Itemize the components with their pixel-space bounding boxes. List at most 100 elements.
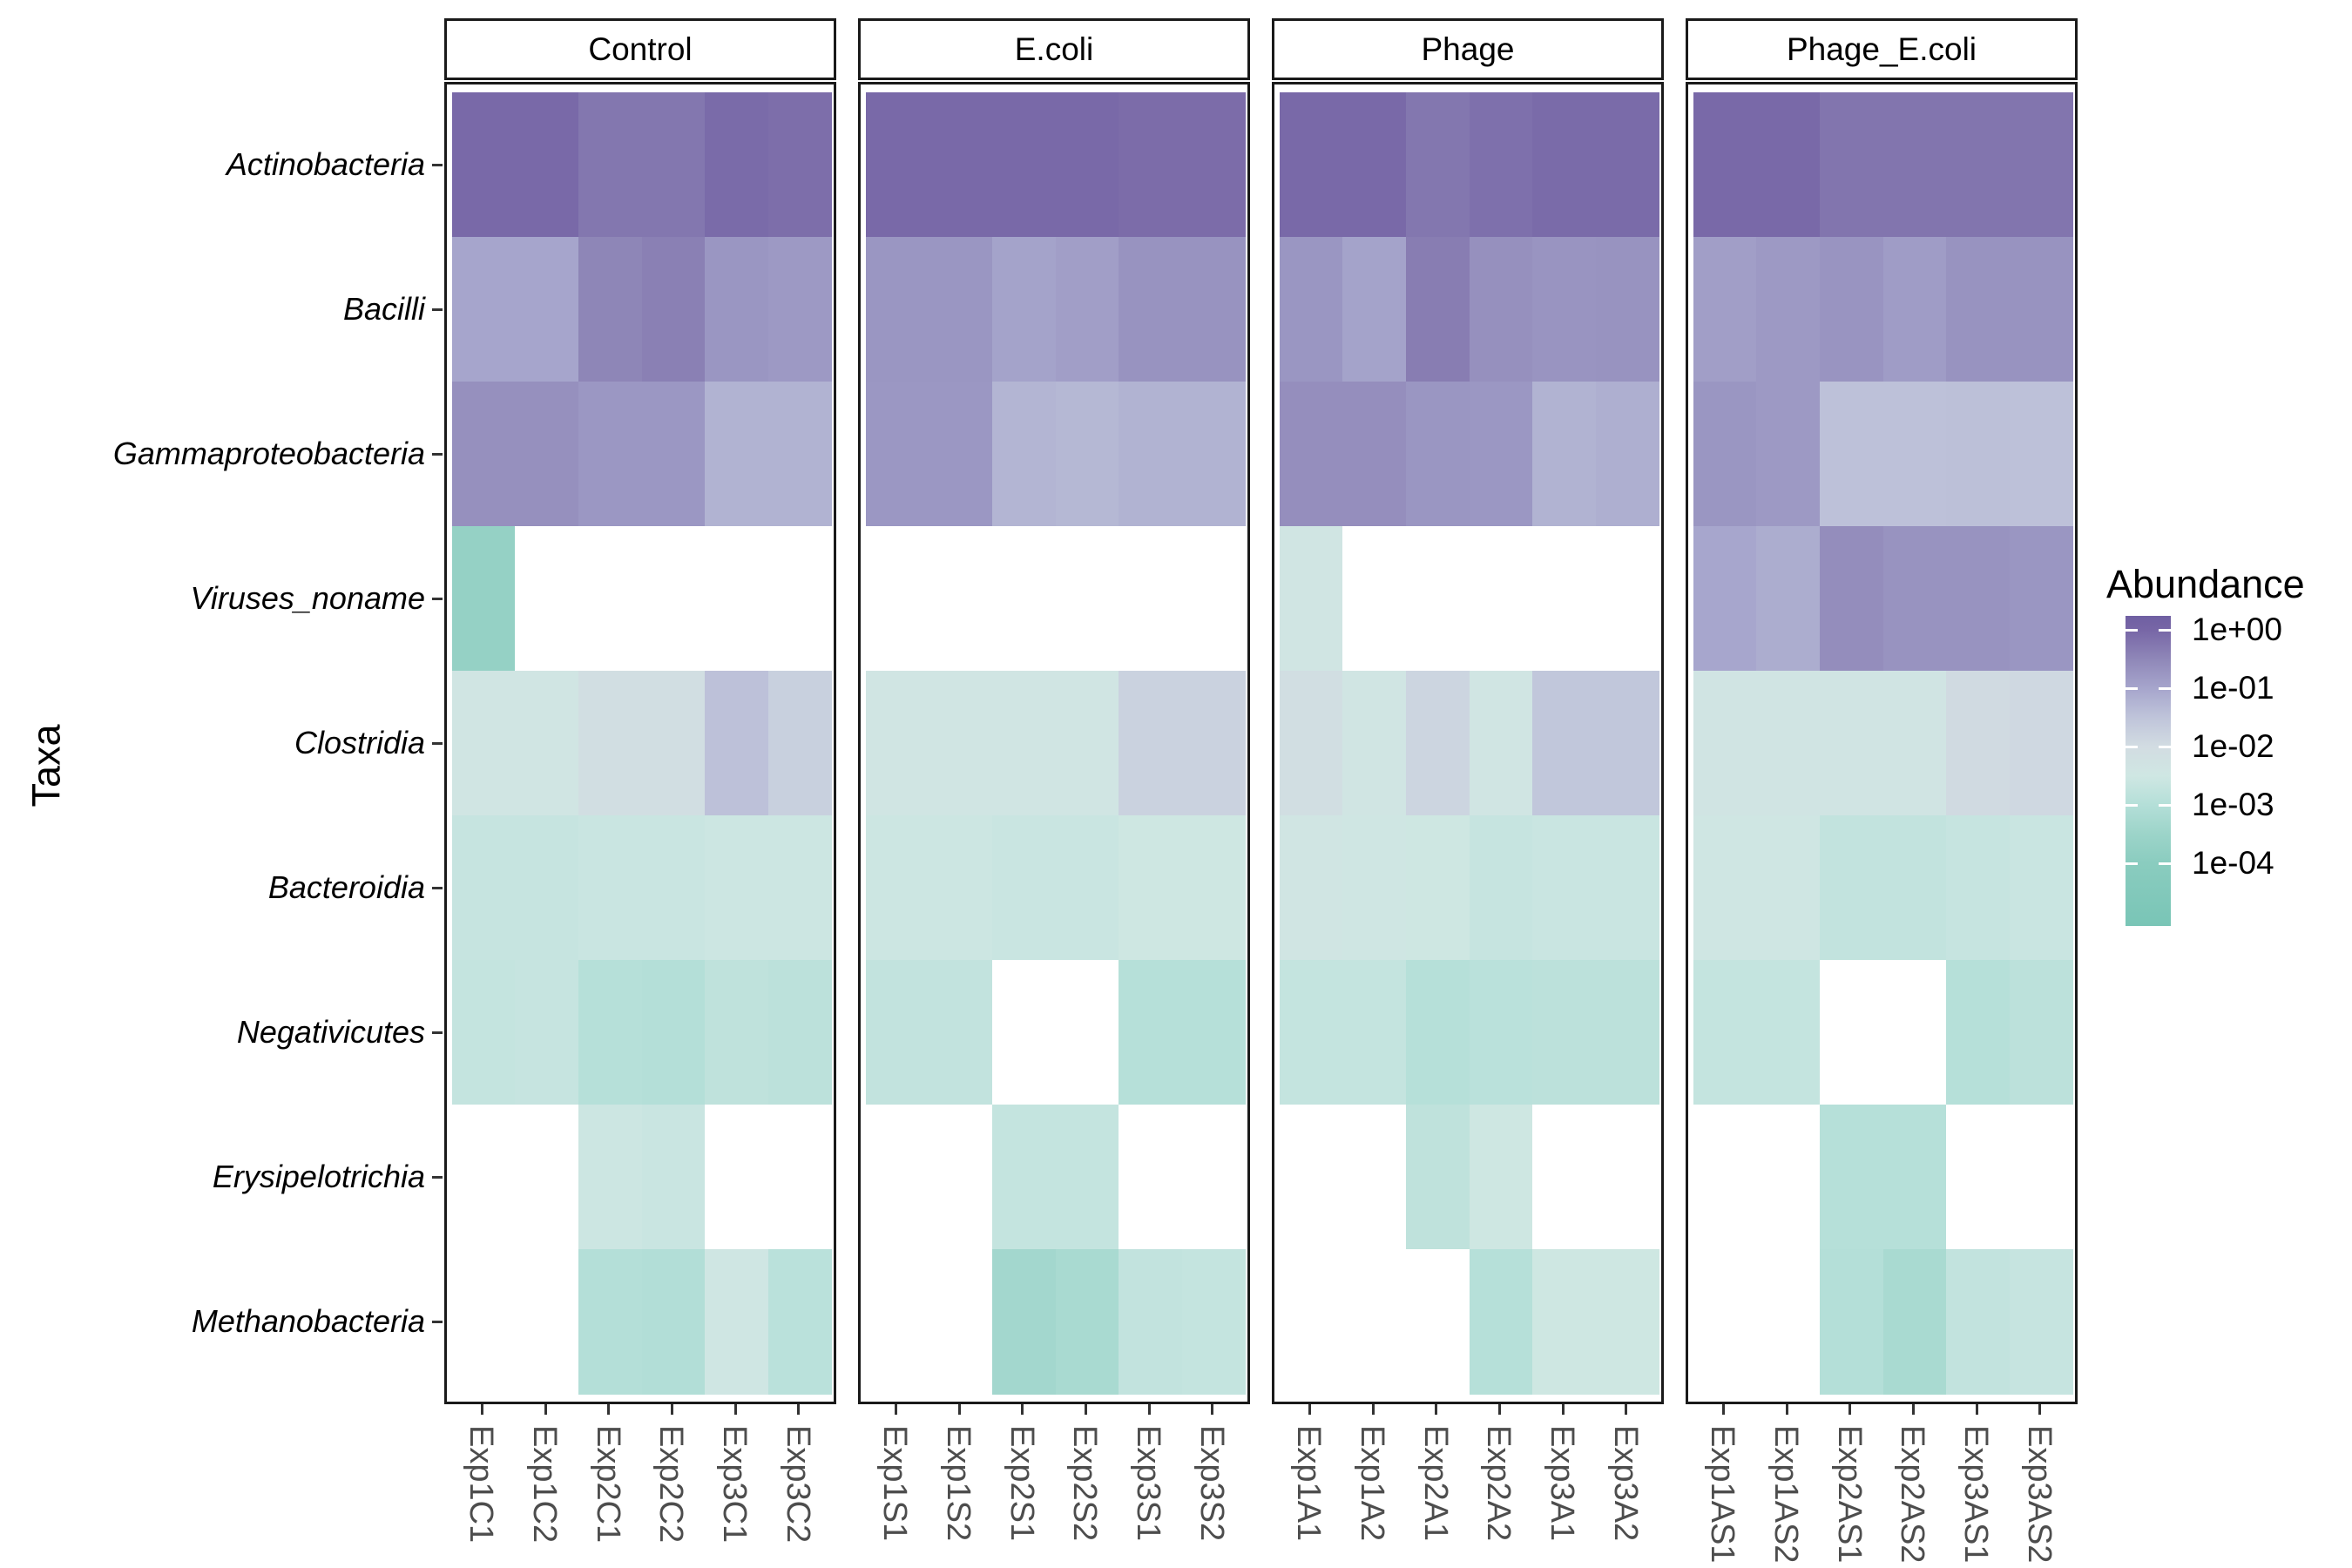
- heatmap-cell: [767, 526, 833, 672]
- heatmap-cell: [1469, 1105, 1533, 1250]
- heatmap-cell: [2009, 382, 2074, 527]
- legend-tick-label: 1e-02: [2192, 728, 2274, 765]
- heatmap-cell: [1532, 1249, 1597, 1395]
- x-tick-label: Exp1AS1: [1704, 1425, 1741, 1564]
- heatmap-cell: [1405, 1105, 1470, 1250]
- x-tick-label: Exp3A2: [1606, 1425, 1644, 1542]
- heatmap-cell: [1882, 237, 1947, 382]
- heatmap-cell: [1119, 1249, 1183, 1395]
- y-tick-mark: [432, 308, 443, 311]
- heatmap-cell: [1469, 960, 1533, 1105]
- x-tick-mark: [1147, 1404, 1151, 1415]
- x-tick-label: Exp3AS1: [1957, 1425, 1994, 1564]
- heatmap-cell: [991, 1105, 1057, 1250]
- heatmap-cell: [1595, 92, 1660, 238]
- facet-strip: Phage_E.coli: [1686, 18, 2078, 80]
- x-tick-label: Exp2C2: [652, 1425, 690, 1544]
- facet-panel: [1272, 82, 1664, 1404]
- heatmap-cell: [1469, 237, 1533, 382]
- heatmap-cell: [1532, 237, 1597, 382]
- x-tick-mark: [1084, 1404, 1087, 1415]
- legend-tick-mark: [2126, 862, 2138, 865]
- heatmap-cell: [1756, 960, 1821, 1105]
- heatmap-cell: [1181, 92, 1247, 238]
- heatmap-cell: [1181, 1249, 1247, 1395]
- heatmap-cell: [578, 671, 643, 816]
- heatmap-cell: [1342, 815, 1407, 961]
- x-tick-mark: [894, 1404, 897, 1415]
- heatmap-cell: [1595, 1249, 1660, 1395]
- heatmap-cell: [705, 1105, 769, 1250]
- heatmap-cell: [451, 382, 516, 527]
- heatmap-cell: [1469, 92, 1533, 238]
- heatmap-cell: [991, 92, 1057, 238]
- heatmap-cell: [1819, 526, 1884, 672]
- heatmap-cell: [1279, 1249, 1343, 1395]
- heatmap-cell: [1181, 382, 1247, 527]
- heatmap-cell: [1342, 671, 1407, 816]
- x-tick-mark: [1848, 1404, 1852, 1415]
- heatmap-cell: [929, 815, 993, 961]
- x-tick-mark: [1911, 1404, 1915, 1415]
- heatmap-cell: [1055, 960, 1119, 1105]
- heatmap-cell: [1279, 815, 1343, 961]
- heatmap-cell: [1819, 92, 1884, 238]
- heatmap-cell: [767, 382, 833, 527]
- heatmap-cell: [1946, 815, 2011, 961]
- heatmap-cell: [1882, 526, 1947, 672]
- heatmap-cell: [1946, 237, 2011, 382]
- heatmap-cell: [451, 671, 516, 816]
- heatmap-cell: [578, 1105, 643, 1250]
- x-tick-label: Exp1C1: [463, 1425, 500, 1544]
- heatmap-cell: [1469, 526, 1533, 672]
- heatmap-cell: [2009, 526, 2074, 672]
- heatmap-cell: [1181, 815, 1247, 961]
- x-tick-label: Exp1C2: [526, 1425, 563, 1544]
- heatmap-cell: [767, 1105, 833, 1250]
- heatmap-cell: [767, 237, 833, 382]
- heatmap-cell: [641, 382, 706, 527]
- x-tick-label: Exp2A2: [1480, 1425, 1517, 1542]
- heatmap-cell: [1405, 382, 1470, 527]
- x-tick-mark: [1371, 1404, 1375, 1415]
- heatmap-cell: [451, 1249, 516, 1395]
- heatmap-cell: [929, 526, 993, 672]
- heatmap-cell: [1055, 237, 1119, 382]
- heatmap-cell: [1946, 92, 2011, 238]
- heatmap-cell: [1279, 237, 1343, 382]
- heatmap-cell: [1119, 237, 1183, 382]
- heatmap-cell: [451, 526, 516, 672]
- heatmap-cell: [515, 815, 579, 961]
- heatmap-cell: [1181, 1105, 1247, 1250]
- heatmap-cell: [865, 237, 929, 382]
- heatmap-cell: [515, 382, 579, 527]
- heatmap-cell: [865, 960, 929, 1105]
- heatmap-cell: [1405, 671, 1470, 816]
- heatmap-cell: [767, 960, 833, 1105]
- heatmap-cell: [767, 671, 833, 816]
- heatmap-cell: [641, 960, 706, 1105]
- heatmap-cell: [515, 1105, 579, 1250]
- heatmap-cell: [578, 237, 643, 382]
- heatmap-cell: [1693, 815, 1757, 961]
- heatmap-cell: [1595, 671, 1660, 816]
- heatmap-cell: [2009, 671, 2074, 816]
- heatmap-cell: [1279, 526, 1343, 672]
- x-tick-label: Exp1A1: [1290, 1425, 1328, 1542]
- x-tick-mark: [797, 1404, 801, 1415]
- heatmap-cell: [451, 1105, 516, 1250]
- heatmap-cell: [705, 960, 769, 1105]
- heatmap-cell: [1756, 1249, 1821, 1395]
- heatmap-cell: [929, 237, 993, 382]
- legend-title: Abundance: [2106, 562, 2305, 606]
- x-tick-mark: [480, 1404, 483, 1415]
- heatmap-cell: [1819, 960, 1884, 1105]
- heatmap-cell: [1946, 382, 2011, 527]
- heatmap-cell: [767, 1249, 833, 1395]
- heatmap-cell: [705, 526, 769, 672]
- heatmap-cell: [1342, 92, 1407, 238]
- heatmap-cell: [1279, 382, 1343, 527]
- heatmap-cell: [991, 1249, 1057, 1395]
- heatmap-cell: [1756, 815, 1821, 961]
